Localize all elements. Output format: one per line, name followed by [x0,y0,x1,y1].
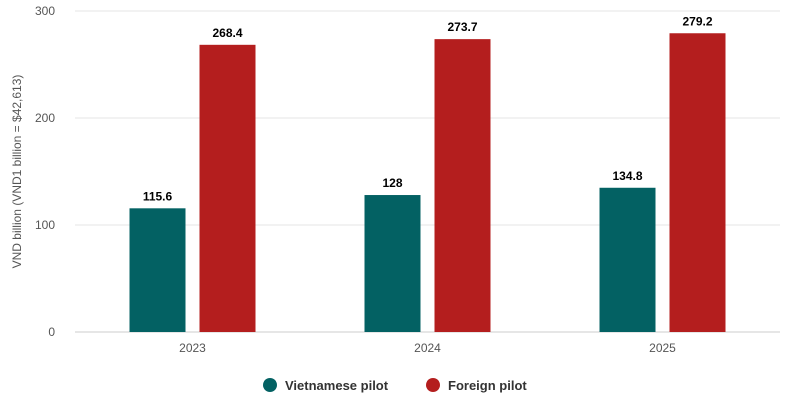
x-tick-label: 2025 [649,341,676,355]
y-axis-title: VND billion (VND1 billion = $42,613) [10,75,24,269]
y-tick-label: 0 [48,325,55,339]
gridlines [75,10,780,333]
x-tick-label: 2023 [179,341,206,355]
data-label: 115.6 [143,189,173,203]
bar-vietnamese-pilot-2023 [129,208,186,332]
bar-vietnamese-pilot-2025 [599,187,656,332]
y-tick-label: 200 [35,111,55,125]
bar-foreign-pilot-2025 [669,33,726,332]
bar-foreign-pilot-2023 [199,44,256,332]
data-label: 134.8 [612,169,642,183]
y-axis-ticks: 0 100 200 300 [35,4,55,339]
data-label: 279.2 [682,14,712,28]
x-axis-ticks: 2023 2024 2025 [179,341,676,355]
x-tick-label: 2024 [414,341,441,355]
legend-marker-foreign-pilot [426,378,440,392]
legend: Vietnamese pilot Foreign pilot [263,378,527,393]
data-label: 128 [382,176,402,190]
data-label: 273.7 [447,20,477,34]
y-tick-label: 300 [35,4,55,18]
bar-vietnamese-pilot-2024 [364,195,421,332]
legend-label-foreign-pilot[interactable]: Foreign pilot [448,378,527,393]
data-labels: 115.6 268.4 128 273.7 134.8 279.2 [143,14,713,203]
bars [129,33,726,333]
legend-label-vietnamese-pilot[interactable]: Vietnamese pilot [285,378,389,393]
data-label: 268.4 [212,26,242,40]
y-tick-label: 100 [35,218,55,232]
bar-foreign-pilot-2024 [434,39,491,333]
legend-marker-vietnamese-pilot [263,378,277,392]
